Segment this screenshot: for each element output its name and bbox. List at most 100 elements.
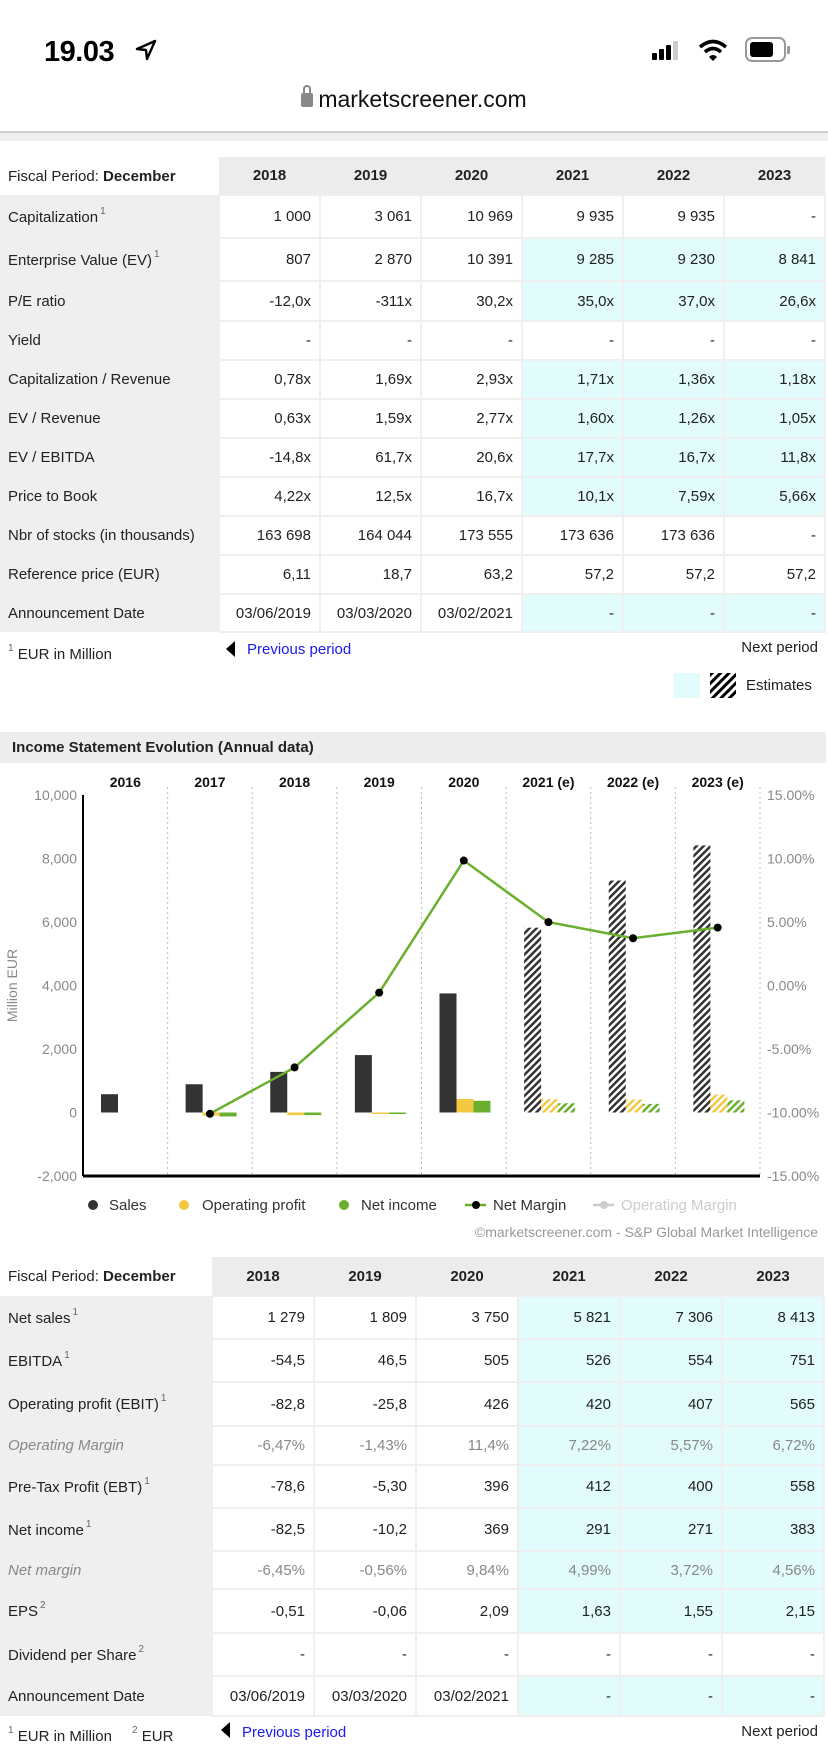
row-label-text: Announcement Date [8, 604, 145, 622]
table-cell: 5 821 [517, 1295, 621, 1340]
row-label: EPS 2 [0, 1589, 212, 1633]
net-income-bar [304, 1112, 322, 1116]
row-label-text: Pre-Tax Profit (EBT) [8, 1478, 143, 1496]
table-cell: 1,26x [622, 398, 725, 439]
y2-tick-label: 5.00% [767, 914, 807, 930]
legend-net-income[interactable]: Net income [361, 1197, 437, 1214]
table-cell: 03/02/2021 [420, 593, 523, 633]
table-cell: -82,5 [211, 1507, 315, 1552]
previous-period-link[interactable]: Previous period [242, 1724, 347, 1741]
y2-tick-label: 15.00% [767, 787, 814, 803]
x-category-label: 2018 [279, 774, 310, 790]
address-bar[interactable]: marketscreener.com [0, 85, 828, 113]
table-cell: 3 061 [319, 194, 422, 239]
row-label: Capitalization / Revenue [0, 360, 219, 399]
y-axis-label: Million EUR [4, 949, 20, 1022]
table-cell: -0,51 [211, 1588, 315, 1634]
legend-operating-margin[interactable]: Operating Margin [621, 1197, 737, 1214]
row-label: Net income 1 [0, 1508, 212, 1551]
table-row: Dividend per Share 2- - - - - - [0, 1632, 825, 1677]
table-cell: 1,05x [723, 398, 826, 439]
table-cell: 03/06/2019 [211, 1675, 315, 1717]
row-label-text: P/E ratio [8, 292, 66, 310]
table-cell: 03/06/2019 [218, 593, 321, 633]
table-cell: 2,09 [415, 1588, 519, 1634]
row-label-text: Operating Margin [8, 1437, 124, 1454]
table-cell: 26,6x [723, 280, 826, 322]
table-cell: 396 [415, 1464, 519, 1509]
table-cell: 9 230 [622, 237, 725, 282]
table-cell: 558 [721, 1464, 825, 1509]
table-cell: 420 [517, 1381, 621, 1427]
table-cell: -6,47% [211, 1425, 315, 1466]
table-cell: - [721, 1632, 825, 1677]
net-margin-point [629, 934, 638, 943]
next-period-link[interactable]: Next period [741, 639, 818, 656]
table-cell: 1 000 [218, 194, 321, 239]
table-cell: 10,1x [521, 476, 624, 517]
table-row: Announcement Date 03/06/2019 03/03/2020 03/… [0, 1675, 825, 1717]
net-income-bar [727, 1100, 745, 1113]
row-label: Pre-Tax Profit (EBT) 1 [0, 1465, 212, 1508]
table-cell: 412 [517, 1464, 621, 1509]
net-margin-point [544, 918, 553, 927]
footnote-ref: 1 [144, 1475, 150, 1487]
row-label: Reference price (EUR) [0, 555, 219, 594]
year-header: 2018 [219, 157, 320, 195]
legend-net-margin[interactable]: Net Margin [493, 1197, 566, 1214]
previous-arrow-icon[interactable] [221, 1722, 230, 1738]
chart-title: Income Statement Evolution (Annual data) [0, 732, 826, 763]
table-cell: 1,63 [517, 1588, 621, 1634]
table-row: Capitalization / Revenue 0,78x 1,69x 2,93x 1… [0, 359, 826, 400]
row-label-text: Net sales [8, 1309, 71, 1327]
y2-tick-label: -5.00% [767, 1041, 811, 1057]
fiscal-period-prefix: Fiscal Period: [8, 1268, 104, 1285]
table-cell: 6,72% [721, 1425, 825, 1466]
net-margin-point [375, 988, 384, 997]
table-cell: 2,77x [420, 398, 523, 439]
previous-arrow-icon[interactable] [226, 641, 235, 657]
next-period-link[interactable]: Next period [741, 1723, 818, 1740]
table-cell: 1,36x [622, 359, 725, 400]
legend-operating-profit[interactable]: Operating profit [202, 1197, 306, 1214]
table-cell: 3,72% [619, 1550, 723, 1590]
legend-operating-margin-marker [600, 1201, 608, 1209]
footnote-1: 1 EUR in Million [6, 1725, 112, 1745]
row-label: Nbr of stocks (in thousands) [0, 516, 219, 555]
table-cell: -311x [319, 280, 422, 322]
year-header: 2022 [620, 1257, 722, 1296]
legend-net-income-marker [339, 1200, 349, 1210]
row-label-text: Operating profit (EBIT) [8, 1396, 159, 1413]
table-cell: 8 841 [723, 237, 826, 282]
table-cell: 1 279 [211, 1295, 315, 1340]
sales-bar [524, 927, 542, 1113]
table-cell: - [415, 1632, 519, 1677]
table-row: Enterprise Value (EV) 1 807 2 870 10 391 9 28… [0, 237, 826, 282]
row-label: Net sales 1 [0, 1296, 212, 1339]
table-cell: - [420, 320, 523, 361]
table-cell: 291 [517, 1507, 621, 1552]
row-label: Net margin [0, 1551, 212, 1589]
divider [0, 131, 828, 133]
year-header: 2019 [320, 157, 421, 195]
table-row: EV / EBITDA -14,8x 61,7x 20,6x 17,7x 16,7x 11,… [0, 437, 826, 478]
table-row: Price to Book 4,22x 12,5x 16,7x 10,1x 7,59x 5,… [0, 476, 826, 517]
table-cell: 03/02/2021 [415, 1675, 519, 1717]
header-row: Fiscal Period: December 2018 2019 2020 2021 2… [0, 1257, 824, 1296]
table-cell: 57,2 [622, 554, 725, 595]
footnote-ref: 1 [72, 1306, 79, 1318]
table-cell: 9,84% [415, 1550, 519, 1590]
table-cell: 18,7 [319, 554, 422, 595]
table-cell: 1,18x [723, 359, 826, 400]
legend-sales[interactable]: Sales [109, 1197, 147, 1214]
y-tick-label: 2,000 [42, 1041, 77, 1057]
table-cell: 7,59x [622, 476, 725, 517]
legend-net-margin-marker [472, 1201, 480, 1209]
operating-profit-bar [287, 1112, 305, 1116]
table-cell: 7,22% [517, 1425, 621, 1466]
previous-period-link[interactable]: Previous period [247, 641, 352, 658]
chart-credit: ©marketscreener.com - S&P Global Market … [475, 1224, 818, 1240]
net-margin-point [459, 856, 468, 865]
table-cell: - [521, 320, 624, 361]
table-cell: - [619, 1632, 723, 1677]
